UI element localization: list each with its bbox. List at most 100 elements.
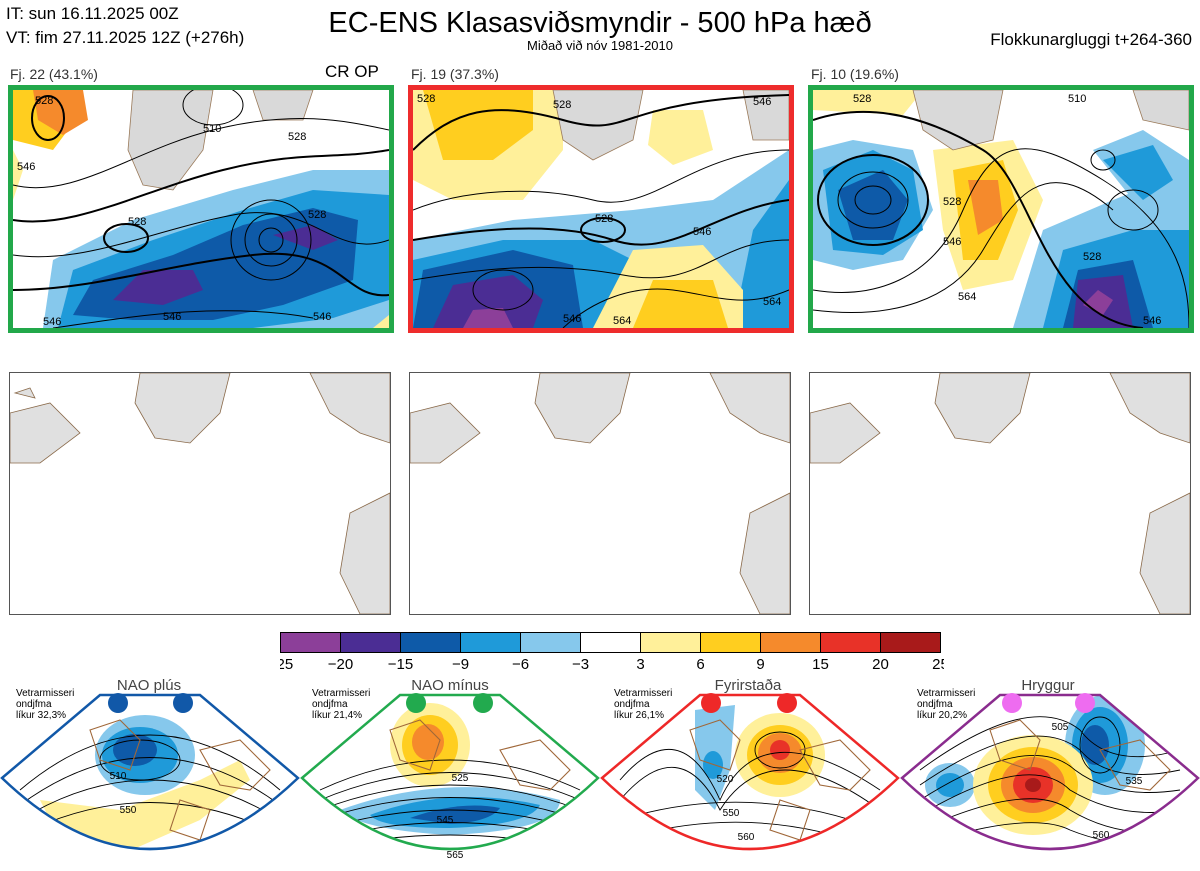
- colorbar-swatch: [820, 632, 881, 653]
- anomaly-negative: [733, 180, 789, 328]
- contour-label: 564: [613, 315, 631, 327]
- regime-caption-line: ondjfma: [917, 699, 953, 710]
- contour-label: 560: [738, 832, 755, 843]
- colorbar-tick-label: −15: [388, 656, 413, 672]
- regime-contour-labels: 510 550: [110, 771, 137, 816]
- cluster-2-map: 528 528 528 546 546 546 564 564: [408, 85, 794, 333]
- cluster-3-label: Fj. 10 (19.6%): [811, 66, 899, 82]
- contour-label: 528: [943, 196, 961, 208]
- contour-label: 510: [1068, 93, 1086, 105]
- regime-caption-line: ondjfma: [614, 699, 650, 710]
- colorbar-swatch: [760, 632, 821, 653]
- land-grey: [127, 90, 314, 191]
- contour-label: 545: [437, 815, 454, 826]
- contour-label: 560: [1093, 830, 1110, 841]
- contour-label: 546: [17, 161, 35, 173]
- regime-3-dot-left: [701, 693, 721, 713]
- contour-label: 528: [417, 93, 435, 105]
- regime-1-dot-left: [108, 693, 128, 713]
- chart-subtitle: Miðað við nóv 1981-2010: [527, 38, 673, 53]
- contour-label: 546: [313, 311, 331, 323]
- regime-3-caption: Vetrarmisseri ondjfma líkur 26,1%: [614, 688, 672, 721]
- cluster-2-label: Fj. 19 (37.3%): [411, 66, 499, 82]
- contour-label: 546: [163, 311, 181, 323]
- regime-caption-line: Vetrarmisseri: [614, 688, 673, 699]
- colorbar-swatch: [280, 632, 341, 653]
- anomaly-positive-weak: [40, 760, 250, 849]
- contour-labels: 528 528 528 546 546 546 564 564: [417, 93, 781, 327]
- contour-label: 528: [288, 131, 306, 143]
- colorbar: −25 −20 −15 −9 −6 −3 3 6 9 15 20 25: [280, 632, 944, 672]
- colorbar-tick-label: −9: [452, 656, 469, 672]
- contour-label: 546: [1143, 315, 1161, 327]
- regime-3-dot-right: [777, 693, 797, 713]
- colorbar-tick-label: 6: [696, 656, 704, 672]
- anomaly-negative-strong: [113, 734, 157, 766]
- regime-caption-line: Vetrarmisseri: [917, 688, 976, 699]
- contour-label: 546: [943, 236, 961, 248]
- cluster-3-anomaly-svg: 510 528 528 546 564 528 546: [813, 90, 1189, 328]
- regime-4-name: Hryggur: [1021, 677, 1075, 694]
- empty-map-2: [409, 372, 791, 615]
- regime-1-dot-right: [173, 693, 193, 713]
- regime-caption-line: Vetrarmisseri: [312, 688, 371, 699]
- anomaly-negative-strong: [838, 170, 908, 240]
- contour-label: 525: [452, 773, 469, 784]
- contour-label: 528: [853, 93, 871, 105]
- initial-time: IT: sun 16.11.2025 00Z: [6, 4, 179, 23]
- colorbar-swatch: [640, 632, 701, 653]
- regime-caption-line: ondjfma: [16, 699, 52, 710]
- anomaly-positive: [423, 90, 533, 160]
- empty-map-2-land: [410, 373, 790, 614]
- cluster-1-anomaly-svg: 528 510 528 546 528 546 546 546 528: [13, 90, 389, 328]
- regime-2-border: [300, 693, 600, 851]
- contour-labels: 510 528 528 546 564 528 546: [853, 93, 1161, 327]
- chart-title: EC-ENS Klasasviðsmyndir - 500 hPa hæð: [328, 7, 872, 39]
- anomaly-negative-extreme: [463, 308, 513, 328]
- anomaly-positive: [633, 280, 728, 328]
- anomaly-positive-core: [770, 740, 790, 760]
- regime-2-dot-right: [473, 693, 493, 713]
- cluster-3-map: 510 528 528 546 564 528 546: [808, 85, 1194, 333]
- regime-4-dot-left: [1002, 693, 1022, 713]
- colorbar-tick-label: −3: [572, 656, 589, 672]
- contour-labels: 528 510 528 546 528 546 546 546 528: [17, 95, 331, 328]
- colorbar-tick-label: 3: [636, 656, 644, 672]
- colorbar-swatch: [880, 632, 941, 653]
- land-grey: [912, 90, 1189, 151]
- contour-label: 546: [43, 316, 61, 328]
- contour-label: 546: [563, 313, 581, 325]
- regime-2-caption: Vetrarmisseri ondjfma líkur 21,4%: [312, 688, 370, 721]
- anomaly-positive-strong: [33, 90, 88, 135]
- colorbar-ticks: −25 −20 −15 −9 −6 −3 3 6 9 15 20 25: [280, 656, 944, 672]
- regime-caption-line: líkur 21,4%: [312, 710, 363, 721]
- anomaly-negative-strong: [410, 805, 500, 824]
- contour-label: 520: [717, 774, 734, 785]
- anomaly-negative: [1103, 145, 1173, 200]
- anomaly-negative-core: [273, 225, 338, 250]
- contour-label: 546: [753, 96, 771, 108]
- contour-label: 528: [128, 216, 146, 228]
- contour-label: 564: [763, 296, 781, 308]
- colorbar-swatch: [340, 632, 401, 653]
- colorbar-swatch: [700, 632, 761, 653]
- contour-label: 510: [203, 123, 221, 135]
- regime-1-map: 510 550: [0, 693, 300, 851]
- cluster-1-label: Fj. 22 (43.1%): [10, 66, 98, 82]
- empty-map-3-land: [810, 373, 1190, 614]
- contour-label: 550: [120, 805, 137, 816]
- regime-caption-line: Vetrarmisseri: [16, 688, 75, 699]
- contours: [413, 94, 789, 328]
- empty-map-3: [809, 372, 1191, 615]
- contour-label: 528: [308, 209, 326, 221]
- contours: [13, 90, 389, 328]
- colorbar-swatch: [400, 632, 461, 653]
- colorbar-swatch: [460, 632, 521, 653]
- anomaly-negative-core: [433, 275, 543, 328]
- regime-1-name: NAO plús: [116, 677, 182, 694]
- regime-contour-labels: 520 550 560: [717, 774, 755, 843]
- colorbar-tick-label: 20: [872, 656, 889, 672]
- colorbar-tick-label: −6: [512, 656, 529, 672]
- contour-label: 528: [1083, 251, 1101, 263]
- colorbar-tick-label: −25: [280, 656, 293, 672]
